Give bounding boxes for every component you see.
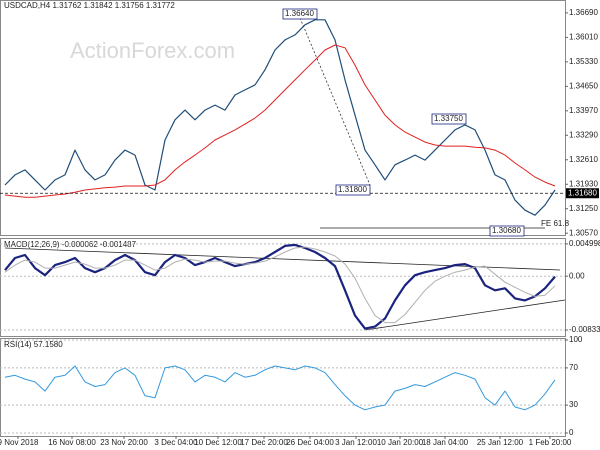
annotation-box: [282, 8, 318, 20]
x-tick-label: 9 Nov 2018: [0, 438, 39, 447]
x-tick-label: 10 Jan 20:00: [377, 438, 424, 447]
x-tick-label: 25 Jan 12:00: [477, 438, 524, 447]
y-tick-label: -0.00833: [569, 325, 600, 334]
series-line: [4, 44, 556, 198]
y-tick-label: 0.00: [569, 271, 585, 280]
y-tick-label: 30: [569, 400, 578, 409]
x-tick-label: 17 Dec 20:00: [240, 438, 288, 447]
x-tick-label: 3 Jan 12:00: [335, 438, 377, 447]
annotation-box: [489, 225, 525, 237]
annotation: 1.30680: [492, 226, 521, 235]
series-line: [4, 19, 556, 216]
panel-frame: [0, 338, 566, 437]
trend-line: [364, 299, 566, 331]
y-tick-label: 1.33970: [569, 106, 598, 115]
chart-title: USDCAD,H4 1.31762 1.31842 1.31756 1.3177…: [4, 1, 175, 10]
x-tick-label: 3 Dec 04:00: [154, 438, 198, 447]
annotation-box: [335, 184, 371, 196]
y-tick-label: 70: [569, 363, 578, 372]
watermark: ActionForex.com: [70, 38, 235, 63]
series-line: [4, 246, 556, 324]
price-box: [566, 188, 599, 199]
x-tick-label: 18 Jan 04:00: [422, 438, 469, 447]
x-tick-label: 23 Nov 20:00: [100, 438, 148, 447]
y-tick-label: 0: [569, 428, 574, 437]
macd-title: MACD(12,26,9) -0.000062 -0.001487: [4, 240, 137, 249]
y-tick-label: 1.36010: [569, 33, 598, 42]
panel-frame: [0, 238, 566, 337]
y-tick-label: 1.31250: [569, 204, 598, 213]
annotation: 1.33750: [434, 114, 463, 123]
y-tick-label: 1.33290: [569, 130, 598, 139]
x-tick-label: 26 Dec 04:00: [286, 438, 334, 447]
y-tick-label: 1.31930: [569, 179, 598, 188]
x-tick-label: 16 Nov 08:00: [48, 438, 96, 447]
x-tick-label: 10 Dec 12:00: [194, 438, 242, 447]
price-label: 1.31680: [568, 188, 597, 197]
annotation-box: [431, 113, 467, 125]
y-tick-label: 1.32610: [569, 155, 598, 164]
annotation: 1.36640: [285, 9, 314, 18]
y-tick-label: 1.30570: [569, 228, 598, 237]
annotation: FE 61.8: [541, 219, 570, 228]
y-tick-label: 1.36690: [569, 8, 598, 17]
panel-frame: [0, 0, 566, 236]
trend-line: [4, 247, 561, 271]
y-tick-label: 1.35330: [569, 57, 598, 66]
y-tick-label: 0.004998: [569, 239, 600, 248]
series-line: [4, 365, 556, 411]
series-line: [4, 243, 556, 330]
rsi-title: RSI(14) 57.1580: [4, 340, 63, 349]
x-tick-label: 1 Feb 20:00: [529, 438, 572, 447]
y-tick-label: 100: [569, 335, 583, 344]
annotation: 1.31800: [338, 185, 367, 194]
y-tick-label: 1.34650: [569, 81, 598, 90]
